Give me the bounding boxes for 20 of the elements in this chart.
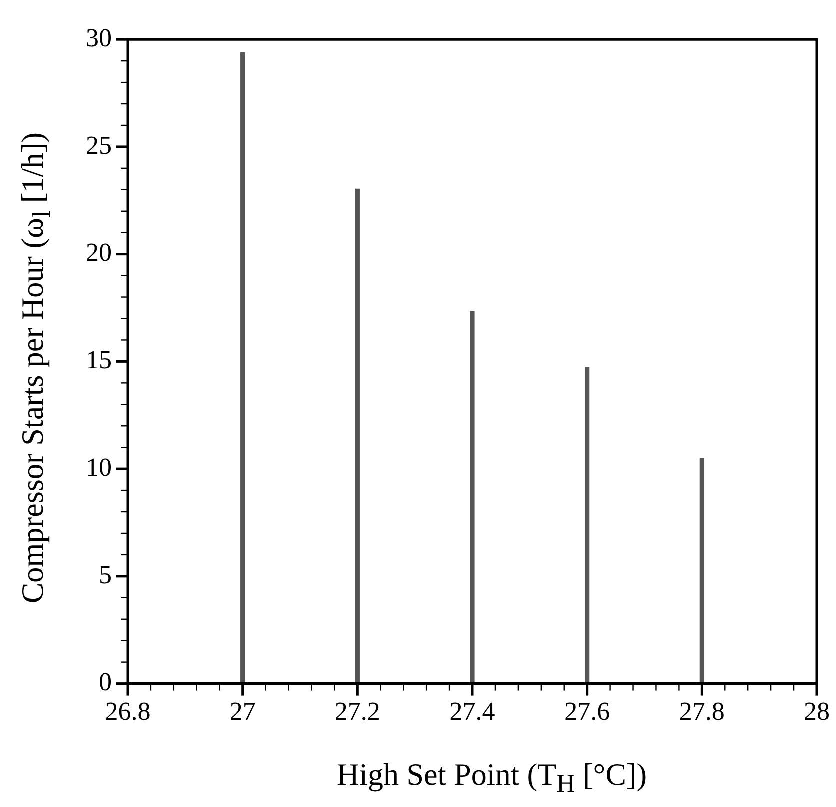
x-tick-label: 27.4 <box>450 697 496 726</box>
x-tick-label: 27.6 <box>564 697 610 726</box>
bar <box>240 52 246 684</box>
y-tick-label: 0 <box>99 668 112 697</box>
x-tick-label: 27 <box>230 697 256 726</box>
y-tick-label: 10 <box>86 452 112 482</box>
bar <box>470 311 475 684</box>
bar <box>700 458 704 684</box>
x-tick-label: 27.8 <box>679 697 725 726</box>
bar <box>585 367 590 684</box>
x-tick-label: 26.8 <box>105 697 151 726</box>
x-axis-title: High Set Point (T$_{H}$ [°C]) <box>336 757 648 800</box>
x-tick-label: 28 <box>804 697 830 726</box>
x-tick-label: 27.2 <box>334 697 380 726</box>
y-tick-label: 15 <box>86 346 112 375</box>
bar <box>355 188 360 684</box>
y-tick-label: 5 <box>99 560 112 590</box>
y-tick-label: 20 <box>86 238 112 268</box>
y-tick-label: 25 <box>86 130 112 160</box>
y-tick-label: 30 <box>86 23 112 52</box>
